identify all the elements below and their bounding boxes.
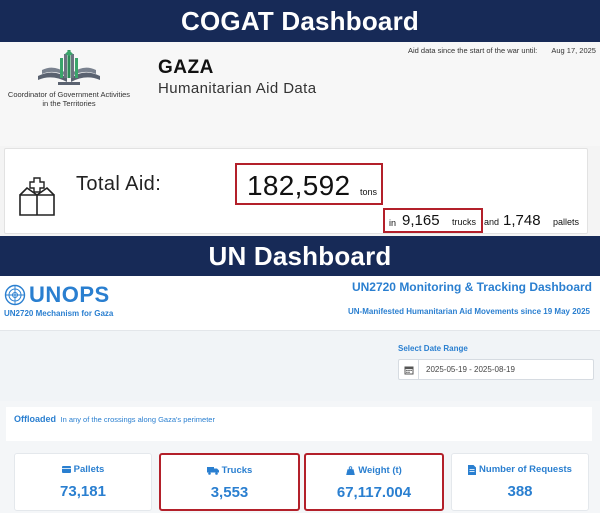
total-tons-value: 182,592 <box>247 170 351 201</box>
stat-value-pallets: 73,181 <box>60 483 106 500</box>
cogat-banner-title: COGAT Dashboard <box>181 5 419 36</box>
region-title: GAZA <box>158 57 214 78</box>
in-word: in <box>389 218 397 228</box>
cogat-subtitle: Humanitarian Aid Data <box>158 80 317 97</box>
tons-unit: tons <box>360 187 378 197</box>
stat-card-weight: Weight (t) 67,117.004 <box>304 453 444 511</box>
total-aid-card: Total Aid: 182,592 tons in 9,165 trucks … <box>4 148 588 234</box>
stat-card-trucks: Trucks 3,553 <box>159 453 300 511</box>
un-dashboard: UNOPS UN2720 Mechanism for Gaza UN2720 M… <box>0 276 600 513</box>
stat-value-weight: 67,117.004 <box>336 484 412 501</box>
un-dashboard-subtitle: UN-Manifested Humanitarian Aid Movements… <box>348 307 590 316</box>
document-icon <box>468 464 477 475</box>
total-aid-label: Total Aid: <box>76 173 162 195</box>
stat-label-weight: Weight (t) <box>358 465 402 476</box>
weight-icon <box>346 466 355 475</box>
cogat-banner: COGAT Dashboard <box>0 0 600 42</box>
pallet-icon <box>61 466 71 473</box>
truck-icon <box>206 467 219 475</box>
un-globe-icon <box>4 284 26 306</box>
aid-since-date: Aug 17, 2025 <box>551 46 596 55</box>
total-pallets-value: 1,748 <box>503 212 541 229</box>
offloaded-subtitle: In any of the crossings along Gaza's per… <box>60 415 215 424</box>
tons-highlight-box <box>235 163 383 205</box>
date-range-label: Select Date Range <box>398 344 468 353</box>
pallets-unit: pallets <box>553 217 580 227</box>
cogat-logo-icon <box>38 50 100 85</box>
header-divider <box>0 330 600 331</box>
total-trucks-value: 9,165 <box>402 212 440 229</box>
and-word: and <box>484 217 500 227</box>
cogat-dashboard: Aid data since the start of the war unti… <box>0 42 600 236</box>
stat-value-requests: 388 <box>507 483 533 500</box>
stat-value-trucks: 3,553 <box>210 484 249 501</box>
aid-since-text: Aid data since the start of the war unti… <box>408 46 596 55</box>
un-banner: UN Dashboard <box>0 236 600 276</box>
stat-card-pallets: Pallets 73,181 <box>14 453 152 511</box>
filter-panel: Select Date Range 2025-05-19 - 2025-08-1… <box>0 331 600 401</box>
mechanism-label: UN2720 Mechanism for Gaza <box>4 309 114 318</box>
aid-box-icon <box>19 177 55 216</box>
un-dashboard-title: UN2720 Monitoring & Tracking Dashboard <box>351 280 592 294</box>
stat-card-requests: Number of Requests 388 <box>451 453 589 511</box>
unops-logo: UNOPS <box>4 282 110 308</box>
date-range-input[interactable]: 2025-05-19 - 2025-08-19 <box>398 359 594 380</box>
org-name: Coordinator of Government Activities in … <box>7 90 131 109</box>
unops-logo-text: UNOPS <box>29 282 110 307</box>
trucks-highlight-box <box>383 208 483 233</box>
aid-since-label: Aid data since the start of the war unti… <box>408 46 538 55</box>
calendar-icon[interactable] <box>399 360 419 379</box>
trucks-unit: trucks <box>452 217 477 227</box>
date-range-value: 2025-05-19 - 2025-08-19 <box>426 365 515 374</box>
offloaded-section: Offloaded In any of the crossings along … <box>0 401 600 513</box>
un-banner-title: UN Dashboard <box>208 240 392 271</box>
offloaded-label: Offloaded In any of the crossings along … <box>14 414 215 424</box>
stat-label-requests: Number of Requests <box>479 464 572 475</box>
offloaded-header <box>6 407 592 441</box>
cogat-header: Aid data since the start of the war unti… <box>0 42 600 146</box>
stat-label-pallets: Pallets <box>73 464 105 475</box>
stat-label-trucks: Trucks <box>221 465 253 476</box>
